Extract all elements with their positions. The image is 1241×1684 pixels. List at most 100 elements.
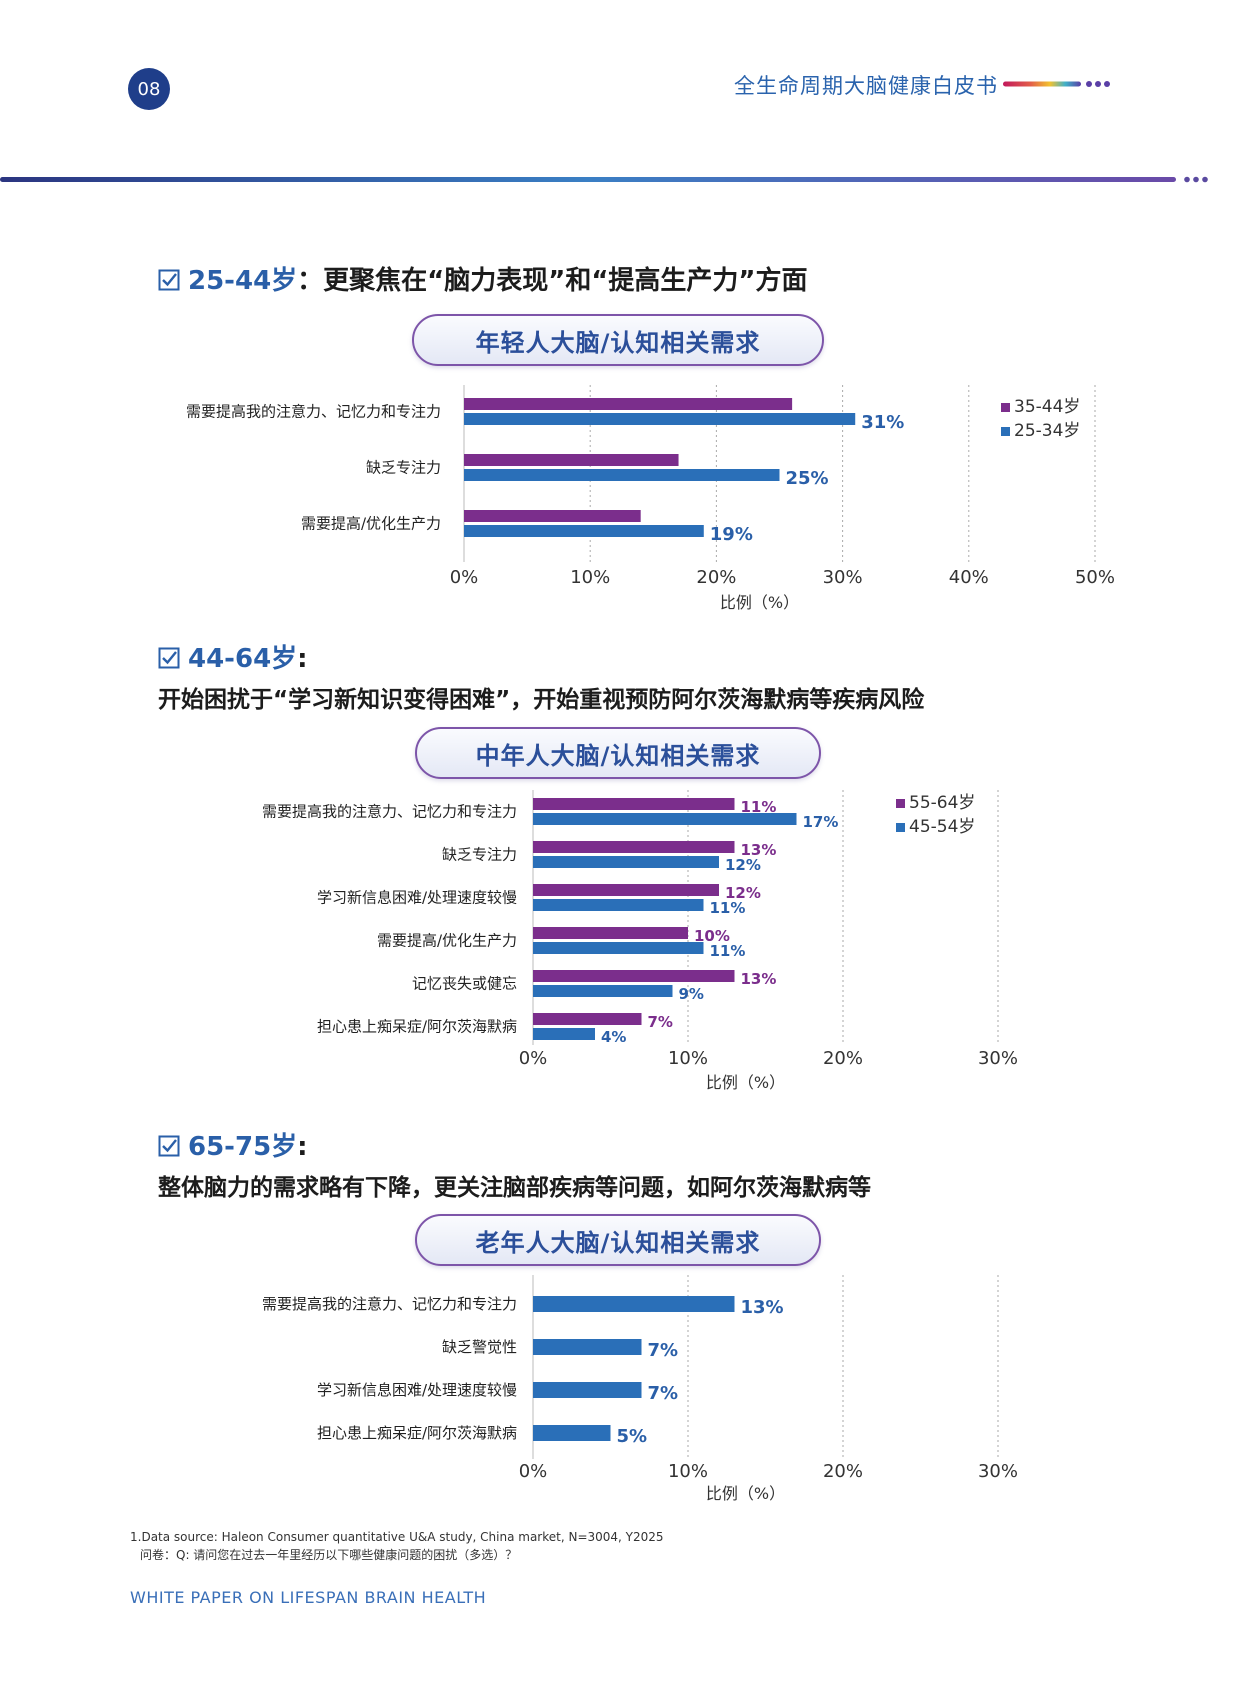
footnote-question: 问卷：Q: 请问您在过去一年里经历以下哪些健康问题的困扰（多选）？ bbox=[140, 1548, 518, 1562]
legend-swatch bbox=[896, 799, 905, 808]
bar bbox=[533, 970, 735, 982]
legend-label: 35-44岁 bbox=[1014, 397, 1080, 417]
category-label: 缺乏专注力 bbox=[366, 459, 441, 477]
header-rule bbox=[0, 176, 1208, 183]
category-label: 缺乏警觉性 bbox=[442, 1338, 517, 1356]
section-3-heading: 65-75岁: bbox=[158, 1126, 308, 1163]
category-label: 担心患上痴呆症/阿尔茨海默病 bbox=[317, 1018, 517, 1036]
section-2-age: 44-64岁 bbox=[188, 644, 298, 674]
x-tick-label: 30% bbox=[978, 1461, 1018, 1482]
bar bbox=[533, 1339, 642, 1355]
x-axis-label: 比例（%） bbox=[720, 593, 799, 612]
data-label: 11% bbox=[710, 899, 746, 917]
x-tick-label: 10% bbox=[668, 1461, 708, 1482]
footnote: 1.Data source: Haleon Consumer quantitat… bbox=[130, 1528, 664, 1564]
section-3-separator: : bbox=[297, 1132, 308, 1162]
data-label: 13% bbox=[741, 970, 777, 988]
section-2-separator: : bbox=[297, 644, 308, 674]
bar bbox=[533, 813, 797, 825]
bar bbox=[464, 454, 679, 466]
chart-1-title: 年轻人大脑/认知相关需求 bbox=[412, 314, 824, 366]
x-tick-label: 10% bbox=[668, 1048, 708, 1069]
data-label: 19% bbox=[710, 524, 753, 545]
category-label: 需要提高/优化生产力 bbox=[301, 515, 441, 533]
document-title: 全生命周期大脑健康白皮书 bbox=[734, 74, 998, 98]
bar bbox=[464, 469, 780, 481]
chart-3-title: 老年人大脑/认知相关需求 bbox=[415, 1214, 821, 1266]
data-label: 9% bbox=[679, 985, 704, 1003]
bar bbox=[464, 398, 793, 410]
legend-label: 55-64岁 bbox=[909, 793, 975, 813]
legend-label: 25-34岁 bbox=[1014, 421, 1080, 441]
section-1-age: 25-44岁 bbox=[188, 266, 298, 296]
footnote-source: 1.Data source: Haleon Consumer quantitat… bbox=[130, 1530, 664, 1544]
category-label: 学习新信息困难/处理速度较慢 bbox=[317, 1381, 517, 1399]
bar bbox=[464, 510, 641, 522]
data-label: 31% bbox=[861, 412, 904, 433]
data-label: 11% bbox=[741, 798, 777, 816]
footer-title: WHITE PAPER ON LIFESPAN BRAIN HEALTH bbox=[130, 1588, 487, 1607]
data-label: 17% bbox=[803, 813, 839, 831]
bar bbox=[533, 1425, 611, 1441]
bar bbox=[533, 1028, 595, 1040]
chart-young-adults: 0% 10% 20% 30% 40% 50% 比例（%） 需要提高我的注意力、记忆力和专注力 3… bbox=[186, 385, 1115, 612]
x-axis-label: 比例（%） bbox=[706, 1073, 785, 1092]
x-axis-label: 比例（%） bbox=[706, 1484, 785, 1503]
category-label: 需要提高我的注意力、记忆力和专注力 bbox=[262, 1295, 517, 1313]
category-label: 需要提高/优化生产力 bbox=[377, 932, 517, 950]
section-3-subheading: 整体脑力的需求略有下降，更关注脑部疾病等问题，如阿尔茨海默病等 bbox=[158, 1175, 871, 1201]
legend-swatch bbox=[1001, 427, 1010, 436]
bar bbox=[533, 798, 735, 810]
page-number: 08 bbox=[128, 68, 170, 110]
data-label: 7% bbox=[648, 1013, 673, 1031]
bar bbox=[533, 856, 719, 868]
section-1-heading: 25-44岁：更聚焦在“脑力表现”和“提高生产力”方面 bbox=[158, 260, 808, 297]
bar bbox=[533, 884, 719, 896]
x-tick-label: 30% bbox=[978, 1048, 1018, 1069]
bar bbox=[533, 927, 688, 939]
category-label: 需要提高我的注意力、记忆力和专注力 bbox=[262, 803, 517, 821]
section-1-separator: ： bbox=[297, 266, 324, 296]
legend-swatch bbox=[896, 823, 905, 832]
data-label: 5% bbox=[617, 1426, 648, 1447]
x-tick-label: 20% bbox=[823, 1048, 863, 1069]
bar bbox=[533, 899, 704, 911]
section-1-heading-text: 更聚焦在“脑力表现”和“提高生产力”方面 bbox=[323, 266, 808, 296]
bar bbox=[533, 1013, 642, 1025]
legend-swatch bbox=[1001, 403, 1010, 412]
data-label: 13% bbox=[741, 841, 777, 859]
chart-2-title: 中年人大脑/认知相关需求 bbox=[415, 727, 821, 779]
data-label: 12% bbox=[725, 856, 761, 874]
section-3-age: 65-75岁 bbox=[188, 1132, 298, 1162]
bar bbox=[464, 525, 704, 537]
x-tick-label: 20% bbox=[696, 567, 736, 588]
data-label: 12% bbox=[725, 884, 761, 902]
bar bbox=[533, 1382, 642, 1398]
category-label: 学习新信息困难/处理速度较慢 bbox=[317, 889, 517, 907]
bar bbox=[533, 942, 704, 954]
x-tick-label: 0% bbox=[519, 1461, 548, 1482]
checkbox-icon bbox=[158, 269, 180, 291]
category-label: 缺乏专注力 bbox=[442, 846, 517, 864]
section-2-subheading: 开始困扰于“学习新知识变得困难”，开始重视预防阿尔茨海默病等疾病风险 bbox=[158, 687, 925, 713]
bar bbox=[464, 413, 856, 425]
chart-older-adults: 0% 10% 20% 30% 比例（%） 需要提高我的注意力、记忆力和专注力 13% 缺乏警觉… bbox=[262, 1275, 1018, 1503]
x-tick-label: 10% bbox=[570, 567, 610, 588]
category-label: 记忆丧失或健忘 bbox=[412, 975, 517, 993]
data-label: 25% bbox=[786, 468, 829, 489]
section-2-heading: 44-64岁: bbox=[158, 638, 308, 675]
bar bbox=[533, 841, 735, 853]
legend-label: 45-54岁 bbox=[909, 817, 975, 837]
x-tick-label: 0% bbox=[450, 567, 479, 588]
x-tick-label: 40% bbox=[949, 567, 989, 588]
x-tick-label: 30% bbox=[823, 567, 863, 588]
bar bbox=[533, 1296, 735, 1312]
x-tick-label: 0% bbox=[519, 1048, 548, 1069]
data-label: 13% bbox=[741, 1297, 784, 1318]
checkbox-icon bbox=[158, 1135, 180, 1157]
category-label: 担心患上痴呆症/阿尔茨海默病 bbox=[317, 1424, 517, 1442]
data-label: 4% bbox=[601, 1028, 626, 1046]
category-label: 需要提高我的注意力、记忆力和专注力 bbox=[186, 403, 441, 421]
header-decoration bbox=[1003, 81, 1110, 87]
data-label: 10% bbox=[694, 927, 730, 945]
